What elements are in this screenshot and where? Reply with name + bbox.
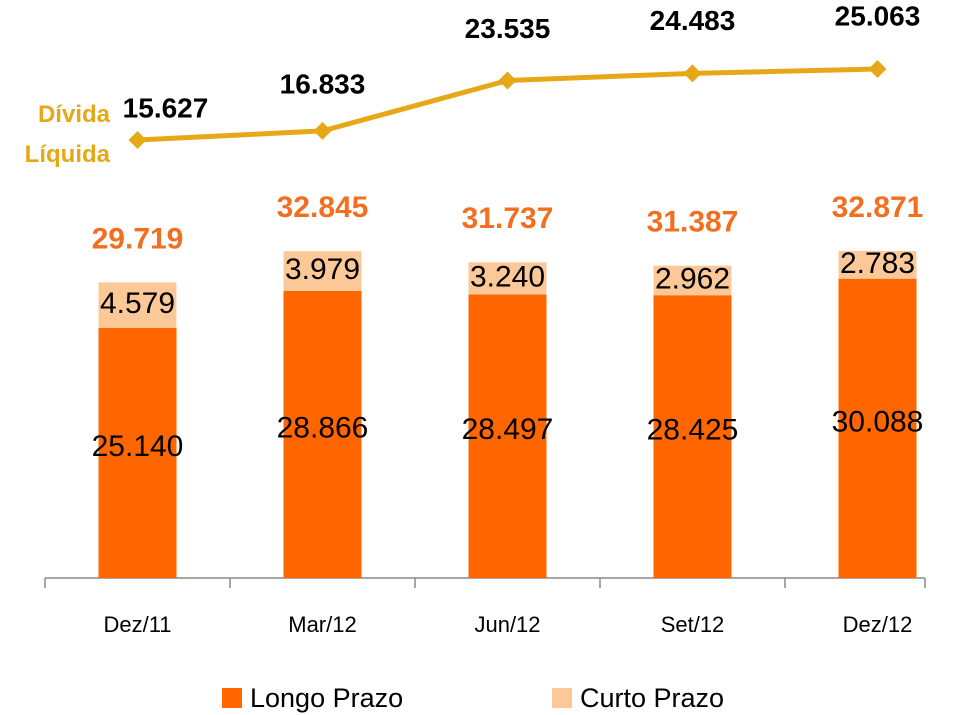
bar-segment	[98, 327, 177, 578]
total-label: 29.719	[92, 222, 184, 255]
line-marker	[498, 71, 517, 90]
total-label: 32.845	[277, 191, 369, 224]
bar-segment	[283, 290, 362, 578]
value-label: 25.140	[92, 430, 184, 463]
value-label: 28.497	[462, 413, 554, 446]
value-label: 4.579	[100, 287, 175, 320]
bar-segment	[653, 295, 732, 578]
legend-label: Curto Prazo	[580, 683, 724, 713]
x-tick-label: Dez/11	[103, 612, 171, 637]
series-name-text: Dívida Líquida	[24, 101, 110, 168]
bar-segment	[283, 251, 362, 291]
line-value-label: 24.483	[650, 5, 736, 36]
value-label: 3.240	[470, 260, 545, 293]
bar-segment	[468, 262, 547, 295]
line-marker	[683, 64, 702, 83]
value-label: 2.962	[655, 262, 730, 295]
bar-segment	[838, 278, 917, 578]
line-value-label: 25.063	[835, 0, 921, 31]
bar-segment	[468, 294, 547, 578]
line-value-label: 15.627	[123, 92, 209, 123]
line-marker	[868, 60, 887, 78]
bar-segment	[98, 282, 177, 328]
value-label: 28.425	[647, 414, 739, 447]
x-tick-label: Dez/12	[843, 612, 913, 637]
total-label: 31.737	[462, 202, 554, 235]
x-tick-label: Mar/12	[288, 612, 356, 637]
value-label: 28.866	[277, 411, 369, 444]
x-tick-label: Set/12	[661, 612, 725, 637]
line-value-label: 16.833	[280, 68, 366, 99]
bar-segment	[838, 251, 917, 279]
line-value-label: 23.535	[465, 13, 551, 44]
line-marker	[128, 131, 147, 149]
total-label: 32.871	[832, 191, 924, 224]
bar-segment	[653, 265, 732, 296]
legend-label: Longo Prazo	[250, 683, 403, 713]
series-name: Dívida Líquida	[24, 101, 110, 168]
legend-swatch	[552, 688, 572, 708]
value-label: 30.088	[832, 405, 924, 438]
line-marker	[313, 121, 332, 140]
value-label: 3.979	[285, 253, 360, 286]
legend-swatch	[222, 688, 242, 708]
value-label: 2.783	[840, 247, 915, 280]
total-label: 31.387	[647, 206, 739, 239]
x-tick-label: Jun/12	[474, 612, 540, 637]
